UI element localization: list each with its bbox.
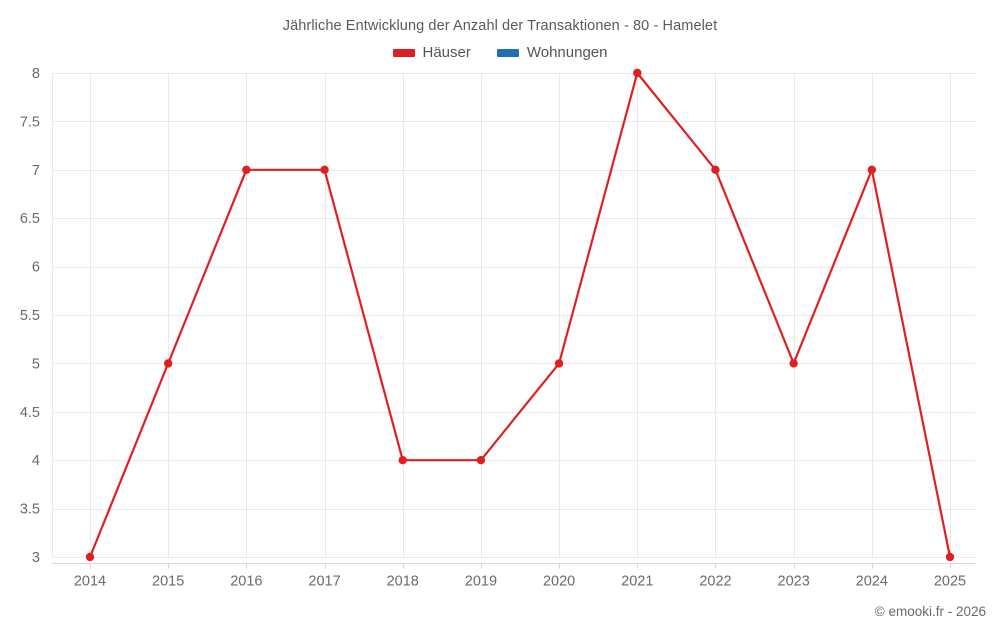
- data-point-marker[interactable]: [633, 68, 642, 78]
- x-tick-label: 2024: [856, 574, 888, 590]
- y-tick-label: 6: [32, 260, 40, 276]
- x-axis-tick-labels: 2014 2015 2016 2017 2018 2019 2020 2021 2022 2023…: [74, 574, 966, 590]
- data-series-group: [85, 68, 955, 562]
- chart-title: Jährliche Entwicklung der Anzahl der Tra…: [282, 18, 718, 34]
- series-line-häuser: [88, 71, 952, 559]
- data-point-marker[interactable]: [789, 359, 798, 368]
- legend-item-hauser[interactable]: Häuser: [392, 44, 471, 61]
- x-tick-label: 2023: [778, 574, 810, 590]
- y-tick-label: 4.5: [20, 405, 40, 421]
- data-point-marker[interactable]: [320, 165, 329, 174]
- x-tick-label: 2015: [152, 574, 184, 590]
- y-tick-label: 4: [32, 453, 40, 469]
- legend-swatch-wohnungen-icon: [496, 48, 519, 57]
- y-tick-label: 8: [32, 66, 40, 82]
- y-tick-label: 7.5: [20, 114, 40, 130]
- y-tick-label: 3.5: [20, 502, 40, 518]
- x-tick-label: 2022: [699, 574, 731, 590]
- y-axis-tick-labels: 3 3.5 4 4.5 5 5.5 6 6.5 7 7.5 8: [20, 66, 40, 566]
- data-point-marker[interactable]: [554, 359, 564, 368]
- legend-label-hauser: Häuser: [422, 44, 471, 61]
- x-tick-label: 2020: [543, 574, 575, 590]
- x-tick-label: 2025: [934, 574, 966, 590]
- axis-lines: [52, 563, 975, 569]
- legend-swatch-hauser-icon: [392, 48, 415, 57]
- x-tick-label: 2014: [74, 574, 106, 590]
- x-tick-label: 2018: [387, 574, 419, 590]
- data-point-marker[interactable]: [85, 552, 95, 562]
- data-point-marker[interactable]: [945, 552, 955, 562]
- y-tick-label: 5: [32, 356, 40, 372]
- x-tick-label: 2017: [308, 574, 340, 590]
- y-tick-label: 7: [32, 163, 40, 179]
- data-point-marker[interactable]: [867, 165, 877, 174]
- data-point-marker[interactable]: [398, 456, 407, 465]
- y-tick-label: 3: [32, 550, 40, 566]
- data-point-marker[interactable]: [163, 359, 173, 368]
- y-tick-label: 6.5: [20, 211, 40, 227]
- data-point-marker[interactable]: [476, 456, 486, 465]
- gridlines: [52, 73, 975, 558]
- data-point-marker[interactable]: [711, 165, 720, 174]
- legend-label-wohnungen: Wohnungen: [526, 44, 608, 61]
- y-tick-label: 5.5: [20, 308, 40, 324]
- x-tick-label: 2021: [621, 574, 653, 590]
- legend-item-wohnungen[interactable]: Wohnungen: [496, 44, 608, 61]
- x-tick-label: 2019: [465, 574, 497, 590]
- x-tick-label: 2016: [230, 574, 262, 590]
- chart-legend: Häuser Wohnungen: [0, 44, 1000, 61]
- copyright-footer: © emooki.fr - 2026: [874, 604, 986, 619]
- data-point-marker[interactable]: [242, 165, 251, 174]
